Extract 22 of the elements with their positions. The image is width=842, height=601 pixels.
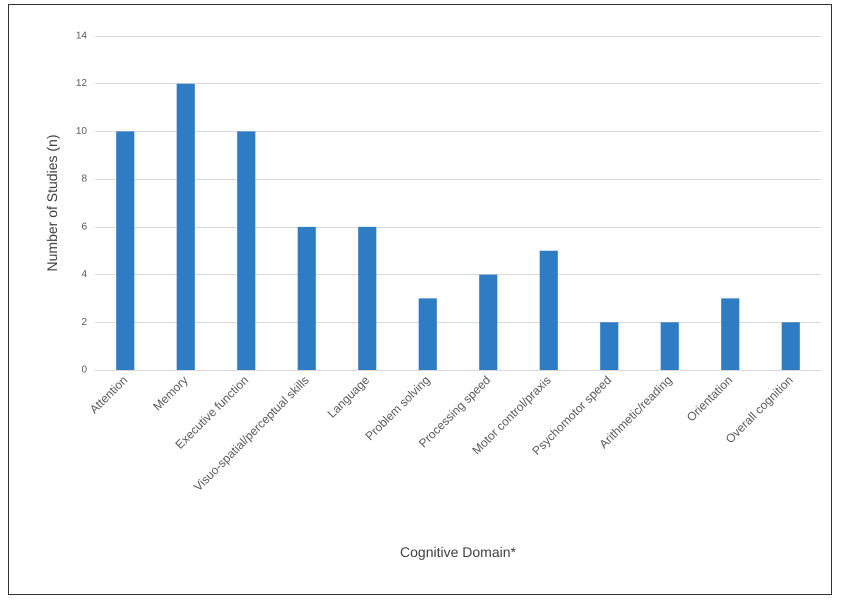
- bar: [540, 250, 558, 370]
- y-tick-label: 8: [81, 174, 88, 185]
- y-tick-label: 0: [81, 364, 88, 376]
- y-axis-title: Number of Studies (n): [44, 134, 60, 272]
- bar: [479, 274, 498, 370]
- y-tick-label: 14: [76, 30, 88, 42]
- bar: [418, 298, 437, 370]
- y-tick-label: 2: [81, 316, 88, 328]
- y-tick-label: 10: [76, 126, 88, 137]
- bar: [116, 131, 134, 370]
- bar: [600, 322, 618, 370]
- x-axis-title: Cognitive Domain*: [400, 544, 517, 560]
- bar: [298, 226, 316, 370]
- bar: [660, 322, 679, 370]
- y-tick-label: 6: [81, 221, 88, 232]
- y-tick-label: 4: [81, 269, 88, 280]
- y-tick-label: 12: [76, 78, 88, 90]
- bar: [782, 322, 800, 370]
- bar: [358, 226, 376, 370]
- bar: [237, 131, 256, 370]
- bar: [721, 298, 740, 370]
- bar: [176, 84, 195, 370]
